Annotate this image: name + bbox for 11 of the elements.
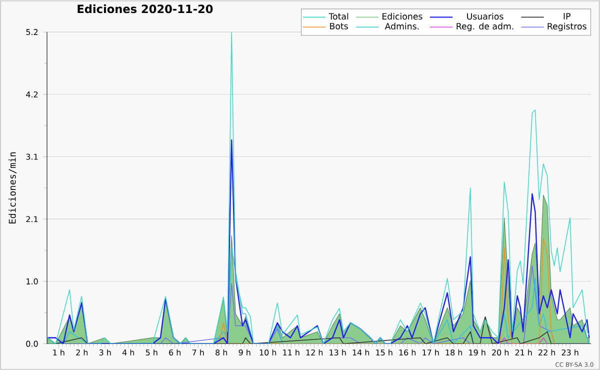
legend-label: Reg. de adm. [456,22,514,32]
legend-label: IP [564,13,570,20]
legend-label: Total [328,12,348,20]
line-series [47,32,590,344]
legend-label: Admins. [384,22,419,30]
legend-label: Ediciones [382,12,422,20]
legend-label: Usuarios [467,12,504,20]
legend-label: Registros [548,22,586,32]
chart-title: Ediciones 2020-11-20 [78,4,213,14]
legend-label: Bots [330,22,348,30]
y-axis-title: Ediciones/min [8,152,17,224]
